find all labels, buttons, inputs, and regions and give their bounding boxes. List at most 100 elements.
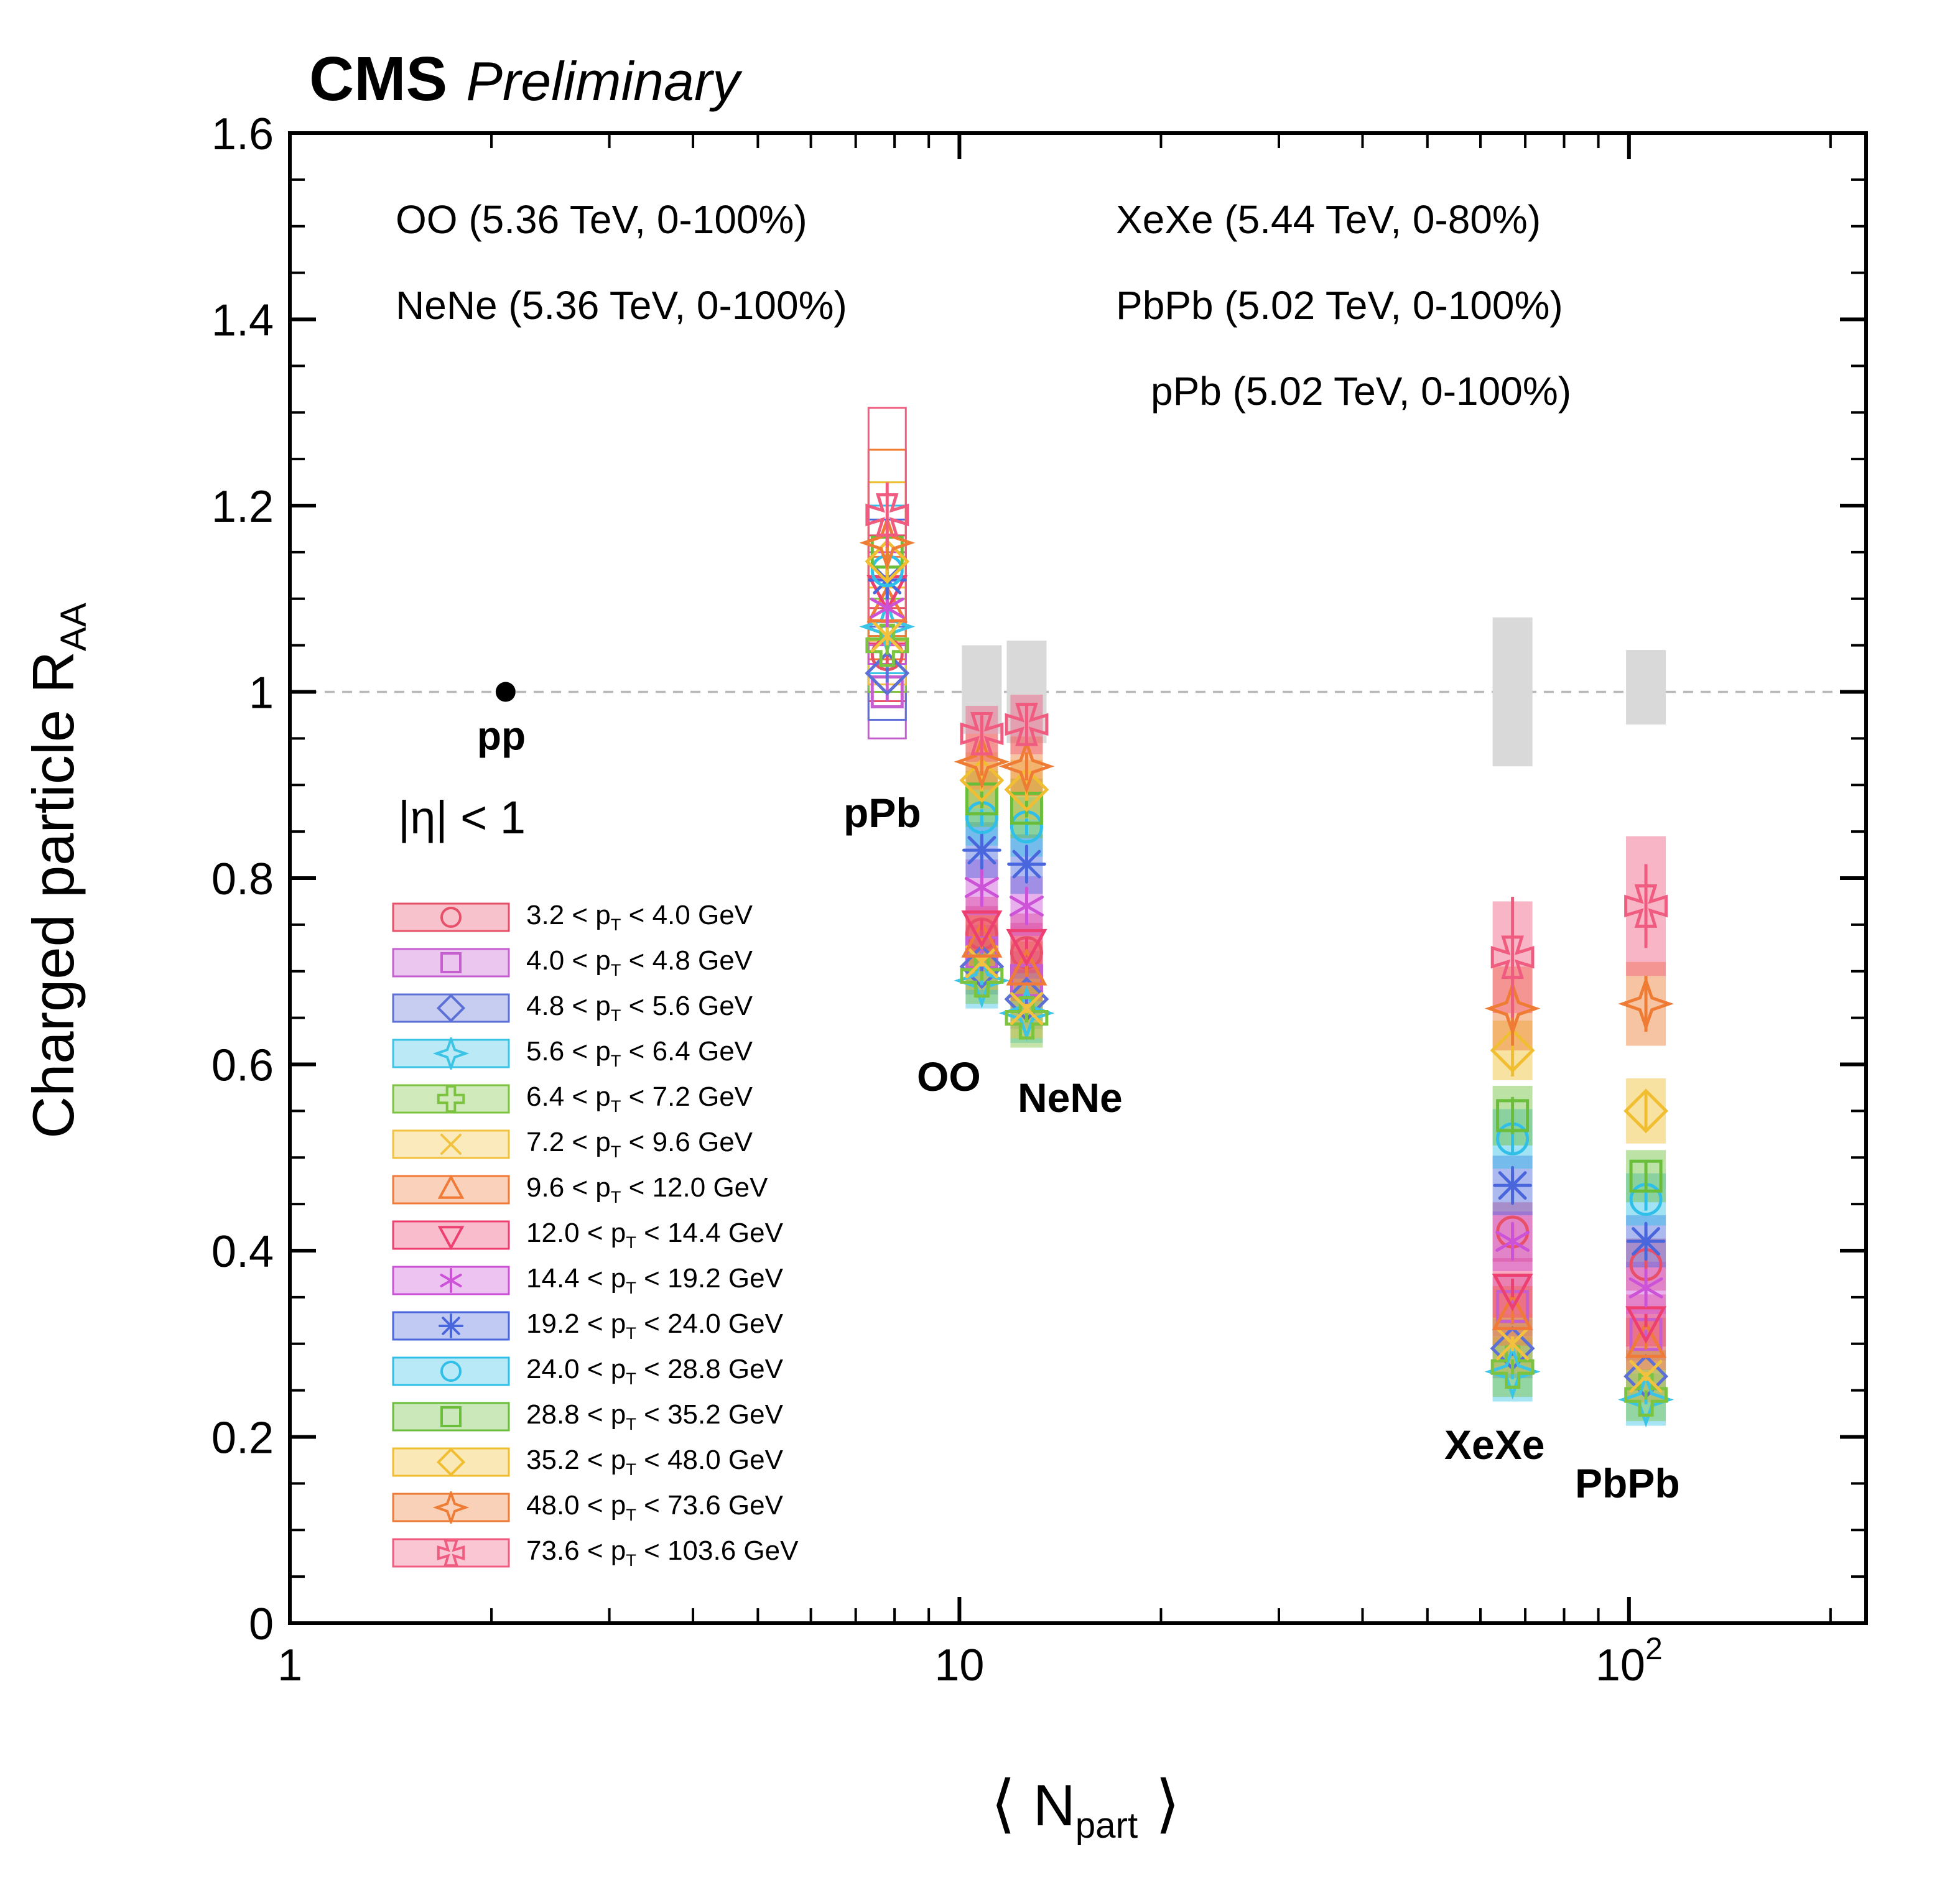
eta-range-label: |η| < 1 <box>398 792 526 843</box>
data-point-OO-bin7 <box>961 910 1003 948</box>
legend-marker-icon <box>436 993 466 1022</box>
legend-marker-icon <box>440 1405 462 1427</box>
data-point-PbPb-bin12 <box>1623 1088 1669 1134</box>
y-tick-label: 1.4 <box>211 296 274 346</box>
pt-bin-legend: 3.2 < pT < 4.0 GeV 4.0 < pT < 4.8 GeV 4.8 … <box>392 894 798 1575</box>
legend-label: 7.2 < pT < 9.6 GeV <box>526 1126 753 1161</box>
data-point-pPb-bin4 <box>865 623 909 667</box>
data-point-NeNe-bin13 <box>998 738 1055 795</box>
x-tick-label: 1 <box>277 1641 302 1690</box>
legend-marker-icon <box>440 906 462 928</box>
tick-labels: 0 0.2 0.4 0.6 0.8 1 1.2 1.4 1.6 1 10 102 <box>211 109 1663 1690</box>
legend-label: 24.0 < pT < 28.8 GeV <box>526 1353 783 1388</box>
data-point-PbPb-bin8 <box>1628 1268 1663 1308</box>
annotation-nene: NeNe (5.36 TeV, 0-100%) <box>396 283 847 328</box>
legend-swatch <box>392 902 510 932</box>
plot-header: CMS Preliminary <box>309 44 740 115</box>
data-point-NeNe-bin7 <box>1006 928 1047 967</box>
legend-swatch <box>392 993 510 1022</box>
system-points-OO <box>954 705 1010 1009</box>
legend-row-pt-bin-2: 4.8 < pT < 5.6 GeV <box>392 985 798 1030</box>
legend-row-pt-bin-8: 14.4 < pT < 19.2 GeV <box>392 1257 798 1303</box>
legend-swatch <box>392 1220 510 1250</box>
legend-label: 35.2 < pT < 48.0 GeV <box>526 1444 783 1479</box>
data-point-XeXe-bin13 <box>1484 980 1541 1037</box>
legend-row-pt-bin-6: 9.6 < pT < 12.0 GeV <box>392 1167 798 1212</box>
legend-swatch <box>392 1447 510 1476</box>
legend-marker-icon <box>440 1360 462 1382</box>
legend-swatch <box>392 1037 510 1070</box>
legend-swatch <box>392 1266 510 1295</box>
legend-swatch <box>392 1491 510 1524</box>
legend-row-pt-bin-7: 12.0 < pT < 14.4 GeV <box>392 1212 798 1257</box>
data-point-OO-bin2 <box>959 944 1005 989</box>
legend-label: 4.8 < pT < 5.6 GeV <box>526 990 753 1025</box>
legend-label: 48.0 < pT < 73.6 GeV <box>526 1489 783 1524</box>
legend-label: 5.6 < pT < 6.4 GeV <box>526 1035 753 1070</box>
system-points-pPb <box>859 407 916 739</box>
data-point-NeNe-bin9 <box>1007 845 1046 884</box>
data-point-PbPb-bin11 <box>1629 1159 1663 1193</box>
y-tick-label: 1.6 <box>211 109 274 159</box>
legend-marker-icon <box>432 1491 470 1524</box>
data-point-OO-bin13 <box>954 734 1010 790</box>
annotation-block-right: XeXe (5.44 TeV, 0-80%) PbPb (5.02 TeV, 0… <box>1116 177 1571 434</box>
legend-marker-icon <box>440 952 462 973</box>
legend-row-pt-bin-12: 35.2 < pT < 48.0 GeV <box>392 1439 798 1484</box>
legend-row-pt-bin-14: 73.6 < pT < 103.6 GeV <box>392 1530 798 1575</box>
pp-data-point <box>495 682 516 702</box>
legend-swatch <box>392 1129 510 1159</box>
data-point-XeXe-bin7 <box>1492 1273 1533 1312</box>
experiment-name: CMS <box>309 44 448 114</box>
data-point-XeXe-bin6 <box>1492 1292 1533 1330</box>
legend-row-pt-bin-1: 4.0 < pT < 4.8 GeV <box>392 940 798 985</box>
data-point-PbPb-bin3 <box>1618 1371 1674 1428</box>
legend-row-pt-bin-10: 24.0 < pT < 28.8 GeV <box>392 1348 798 1394</box>
angle-bracket-right: ⟩ <box>1138 1768 1180 1840</box>
data-point-XeXe-bin12 <box>1490 1028 1535 1073</box>
system-label-XeXe: XeXe <box>1444 1422 1544 1468</box>
legend-marker-icon <box>437 1085 465 1113</box>
data-point-PbPb-bin7 <box>1625 1306 1667 1344</box>
data-point-OO-bin6 <box>961 920 1003 958</box>
y-tick-label: 0.6 <box>211 1041 274 1091</box>
axis-ticks <box>288 131 1866 1625</box>
data-point-PbPb-bin9 <box>1626 1221 1666 1261</box>
data-point-XeXe-bin11 <box>1496 1099 1530 1132</box>
data-point-XeXe-bin8 <box>1495 1221 1530 1261</box>
data-point-OO-bin8 <box>964 868 999 907</box>
data-point-OO-bin14 <box>960 711 1004 756</box>
legend-row-pt-bin-9: 19.2 < pT < 24.0 GeV <box>392 1303 798 1348</box>
data-point-OO-bin9 <box>962 830 1001 870</box>
y-tick-label: 0 <box>249 1600 274 1649</box>
data-point-pPb-bin2 <box>865 651 910 696</box>
system-points-PbPb <box>1618 836 1674 1428</box>
legend-label: 4.0 < pT < 4.8 GeV <box>526 945 753 979</box>
pp-system-label: pp <box>476 713 526 758</box>
legend-swatch <box>392 1402 510 1431</box>
legend-row-pt-bin-5: 7.2 < pT < 9.6 GeV <box>392 1121 798 1167</box>
data-point-NeNe-bin8 <box>1009 886 1044 926</box>
data-point-PbPb-bin13 <box>1618 976 1674 1032</box>
system-label-OO: OO <box>917 1053 981 1100</box>
y-axis-title-subscript: AA <box>53 603 94 652</box>
annotation-ppb: pPb (5.02 TeV, 0-100%) <box>1151 369 1572 414</box>
legend-row-pt-bin-4: 6.4 < pT < 7.2 GeV <box>392 1076 798 1121</box>
legend-marker-icon <box>432 1037 470 1070</box>
x-tick-label: 10 <box>934 1641 984 1690</box>
data-point-NeNe-bin14 <box>1005 703 1049 746</box>
legend-marker-icon <box>440 1267 462 1293</box>
legend-label: 19.2 < pT < 24.0 GeV <box>526 1308 783 1343</box>
data-point-OO-bin12 <box>959 757 1005 803</box>
data-point-PbPb-bin6 <box>1625 1320 1667 1358</box>
legend-row-pt-bin-13: 48.0 < pT < 73.6 GeV <box>392 1484 798 1530</box>
annotation-oo: OO (5.36 TeV, 0-100%) <box>396 197 807 242</box>
angle-bracket-left: ⟨ <box>991 1768 1033 1840</box>
data-point-XeXe-bin9 <box>1493 1165 1532 1205</box>
data-point-XeXe-bin5 <box>1496 1327 1530 1361</box>
legend-marker-icon <box>437 1225 465 1250</box>
data-point-OO-bin3 <box>954 952 1010 1009</box>
x-axis-title-subscript: part <box>1075 1805 1138 1846</box>
